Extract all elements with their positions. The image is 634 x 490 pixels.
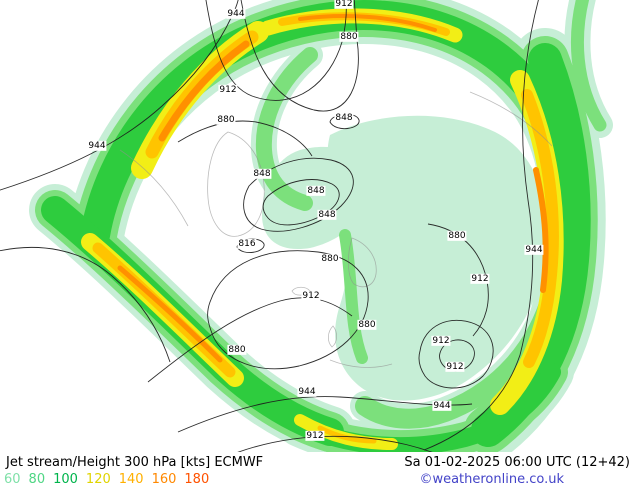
map-title: Jet stream/Height 300 hPa [kts] ECMWF [6, 455, 264, 470]
legend-value-80: 80 [28, 472, 46, 487]
legend: 60 80 100 120 140 160 180 [4, 472, 217, 487]
legend-value-140: 140 [118, 472, 144, 487]
jet-fill-60kt [262, 115, 548, 401]
caption-bar: Jet stream/Height 300 hPa [kts] ECMWF Sa… [0, 452, 634, 490]
legend-value-60: 60 [4, 472, 21, 487]
jet-band-160kt [117, 14, 549, 363]
valid-time: Sa 01-02-2025 06:00 UTC (12+42) [404, 455, 630, 470]
jetstream-map-graphic [0, 0, 613, 452]
legend-value-100: 100 [53, 472, 78, 487]
legend-value-160: 160 [151, 472, 177, 487]
legend-value-180: 180 [184, 472, 210, 487]
map-area: 944 912 880 912 880 944 848 848 848 848 816 880 880 9… [0, 0, 613, 452]
legend-value-120: 120 [85, 472, 111, 487]
copyright[interactable]: ©weatheronline.co.uk [419, 472, 564, 487]
